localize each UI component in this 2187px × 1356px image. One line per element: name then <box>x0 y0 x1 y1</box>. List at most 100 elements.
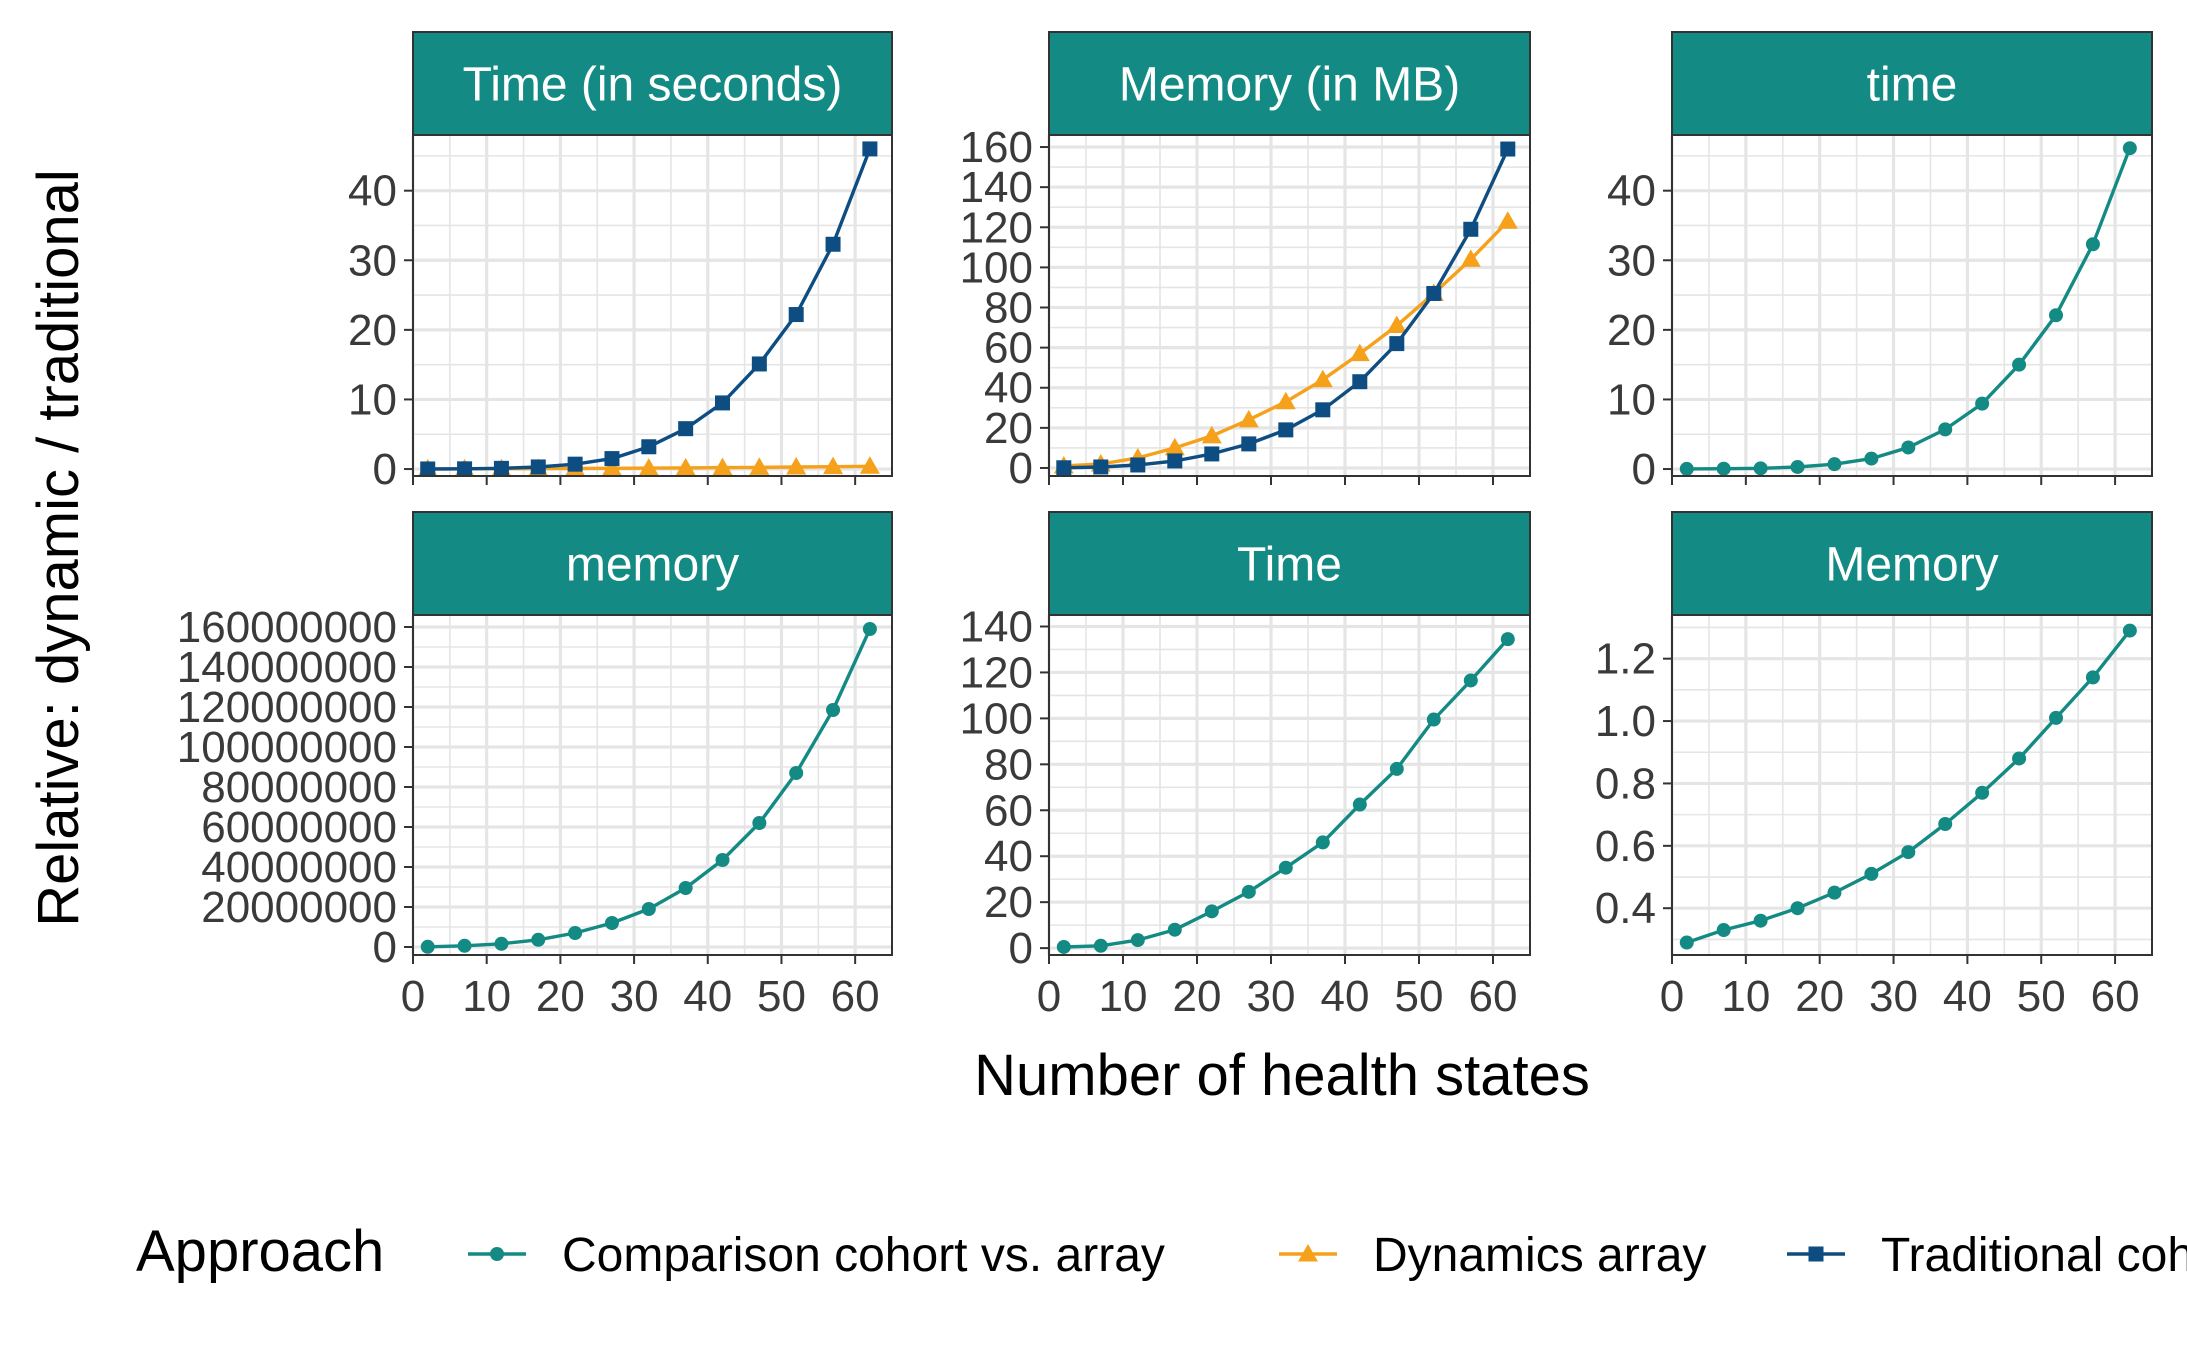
series-comparison <box>1679 623 2137 950</box>
gridlines <box>1670 615 2152 955</box>
y-tick-label: 140000000 <box>177 643 397 692</box>
y-tick-label: 20000000 <box>201 883 397 932</box>
data-point <box>1278 860 1293 875</box>
y-tick-label: 100000000 <box>177 723 397 772</box>
data-point <box>420 461 436 477</box>
data-point <box>1753 913 1768 928</box>
facet-strip <box>1048 511 1531 616</box>
data-point <box>494 936 509 951</box>
facet-panel: time 0 10 20 30 40 <box>1607 31 2153 494</box>
data-point <box>1315 835 1330 850</box>
x-tick-label: 10 <box>1721 972 1770 1021</box>
data-point <box>2012 357 2027 372</box>
data-point <box>859 456 880 474</box>
data-point <box>2122 623 2137 638</box>
x-tick-label: 10 <box>462 972 511 1021</box>
data-point <box>1386 315 1407 334</box>
x-tick-label: 60 <box>2091 972 2140 1021</box>
series-comparison <box>1679 141 2137 476</box>
x-tick-label: 10 <box>1099 972 1148 1021</box>
y-tick-label: 160 <box>960 123 1033 172</box>
data-point <box>641 439 657 455</box>
x-axis-title: Number of health states <box>974 1043 1590 1108</box>
y-tick-label: 60 <box>984 786 1033 835</box>
data-point <box>1864 451 1879 466</box>
x-tick-label: 20 <box>1173 972 1222 1021</box>
data-point <box>786 457 807 475</box>
y-tick-label: 10 <box>348 375 397 424</box>
facet-strip <box>412 31 893 136</box>
panel-background <box>413 615 892 955</box>
y-tick-label: 100 <box>960 694 1033 743</box>
data-point <box>752 816 767 830</box>
data-point <box>1790 901 1805 916</box>
data-point <box>641 902 656 916</box>
data-point <box>604 916 619 930</box>
data-point <box>751 356 767 372</box>
data-point <box>1497 211 1518 229</box>
data-point <box>1901 440 1916 455</box>
y-tick-label: 60 <box>984 324 1033 373</box>
x-tick-label: 40 <box>1321 972 1370 1021</box>
legend-label: Dynamics array <box>1373 1229 1706 1282</box>
gridlines <box>1047 135 1530 476</box>
data-point <box>1056 460 1072 476</box>
data-point <box>601 458 622 476</box>
data-point <box>1352 797 1367 812</box>
y-tick-label: 30 <box>1607 236 1656 285</box>
y-tick-label: 30 <box>348 236 397 285</box>
y-tick-label: 0 <box>1009 924 1033 973</box>
y-tick-label: 1.2 <box>1595 635 1656 684</box>
panel-border <box>1048 134 1531 477</box>
data-point <box>1753 461 1768 476</box>
data-point <box>638 458 659 476</box>
data-point <box>1315 402 1331 418</box>
series-traditional <box>1056 141 1516 476</box>
x-tick-label: 50 <box>2017 972 2066 1021</box>
data-point <box>1679 461 1694 476</box>
data-point <box>457 461 473 477</box>
facet-strip <box>412 511 893 616</box>
facet-strip <box>1671 31 2153 136</box>
y-tick-label: 100 <box>960 243 1033 292</box>
facet-title: Time (in seconds) <box>463 59 843 112</box>
y-tick-label: 40 <box>1607 167 1656 216</box>
data-point <box>1901 845 1916 860</box>
y-axis-title: Relative: dynamic / traditional <box>26 169 91 927</box>
x-tick-label: 40 <box>683 972 732 1021</box>
legend-title: Approach <box>136 1219 384 1284</box>
data-point <box>2049 308 2063 323</box>
legend-key-marker <box>1298 1244 1318 1262</box>
y-tick-label: 20 <box>984 404 1033 453</box>
facet-title: memory <box>566 539 739 592</box>
y-tick-label: 160000000 <box>177 603 397 652</box>
data-point <box>823 456 844 475</box>
data-point <box>1426 285 1442 301</box>
facet-title: Memory (in MB) <box>1119 59 1460 112</box>
data-point <box>1204 446 1220 462</box>
y-tick-label: 80 <box>984 740 1033 789</box>
data-point <box>1056 939 1071 954</box>
data-point <box>1130 933 1145 948</box>
facet-title: Memory <box>1825 539 1998 592</box>
data-point <box>862 141 878 157</box>
facet-title: time <box>1867 59 1958 112</box>
data-point <box>457 938 472 953</box>
data-point <box>675 457 696 476</box>
data-point <box>1864 866 1879 881</box>
y-tick-label: 60000000 <box>201 803 397 852</box>
facet-title: Time <box>1237 539 1342 592</box>
x-tick-label: 30 <box>1869 972 1918 1021</box>
panel-border <box>1048 614 1531 956</box>
data-point <box>1938 816 1953 831</box>
data-point <box>568 926 583 940</box>
facet-panel: Time (in seconds) 0 10 20 30 40 <box>348 31 893 494</box>
y-tick-label: 40 <box>984 364 1033 413</box>
facet-panel: memory0200000004000000060000000800000001… <box>177 511 893 1021</box>
y-tick-label: 20 <box>984 878 1033 927</box>
y-tick-label: 1.0 <box>1595 697 1656 746</box>
data-point <box>420 939 435 954</box>
x-tick-label: 0 <box>1037 972 1061 1021</box>
y-tick-label: 20 <box>1607 306 1656 355</box>
legend-key-marker <box>490 1247 504 1261</box>
